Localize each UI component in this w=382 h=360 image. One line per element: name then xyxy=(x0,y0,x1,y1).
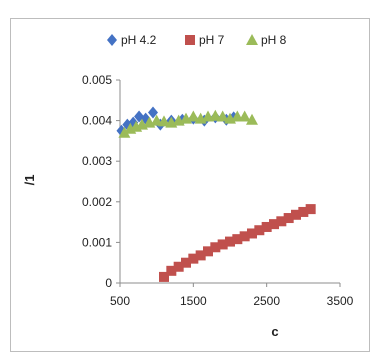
x-tick-label: 3500 xyxy=(327,294,354,308)
data-point xyxy=(166,265,177,276)
series-square-points xyxy=(159,204,316,282)
legend: pH 4.2 pH 7 pH 8 xyxy=(107,33,287,47)
data-point xyxy=(298,206,309,217)
data-point xyxy=(276,216,287,227)
data-point xyxy=(181,257,191,268)
data-point xyxy=(128,116,139,129)
y-tick-label: 0 xyxy=(105,276,112,290)
data-point xyxy=(187,110,200,122)
x-tick-label: 1500 xyxy=(180,294,207,308)
y-axis-title: /1 xyxy=(22,175,37,186)
legend-marker xyxy=(185,35,195,45)
chart-frame xyxy=(10,18,370,352)
data-point xyxy=(195,250,206,261)
legend-marker xyxy=(107,34,117,46)
data-point xyxy=(217,239,228,250)
data-point xyxy=(225,236,235,247)
data-point xyxy=(246,113,258,125)
y-tick-label: 0.002 xyxy=(82,195,112,209)
data-point xyxy=(203,246,213,257)
legend-marker xyxy=(246,34,258,45)
data-point xyxy=(247,228,257,239)
data-point xyxy=(254,225,265,236)
legend-label: pH 7 xyxy=(199,33,225,47)
data-point xyxy=(158,115,170,127)
y-tick-label: 0.005 xyxy=(82,73,112,87)
data-point xyxy=(150,114,163,126)
data-point xyxy=(210,242,221,253)
data-point xyxy=(188,253,199,264)
data-point xyxy=(239,231,250,242)
data-point xyxy=(238,110,251,122)
data-point xyxy=(269,219,279,230)
legend-label: pH 4.2 xyxy=(121,33,157,47)
data-point xyxy=(173,261,184,272)
data-point xyxy=(283,213,294,224)
legend-label: pH 8 xyxy=(261,33,287,47)
y-tick-label: 0.003 xyxy=(82,154,112,168)
series-triangle-points xyxy=(118,109,258,138)
axes: 0 0.001 0.002 0.003 0.004 0.005 500 1500 2500 350… xyxy=(82,73,354,308)
data-point xyxy=(216,110,229,122)
data-point xyxy=(209,109,222,121)
x-tick-label: 500 xyxy=(110,294,130,308)
x-tick-label: 2500 xyxy=(253,294,280,308)
x-axis-title: c xyxy=(271,324,278,339)
data-point xyxy=(261,221,272,232)
data-point xyxy=(305,204,316,215)
data-point xyxy=(232,234,243,245)
data-point xyxy=(118,126,131,138)
y-tick-label: 0.004 xyxy=(82,114,112,128)
y-tick-label: 0.001 xyxy=(82,235,112,249)
data-point xyxy=(291,209,301,220)
data-point xyxy=(159,271,169,282)
data-point xyxy=(148,106,158,119)
plot-area xyxy=(116,106,316,282)
